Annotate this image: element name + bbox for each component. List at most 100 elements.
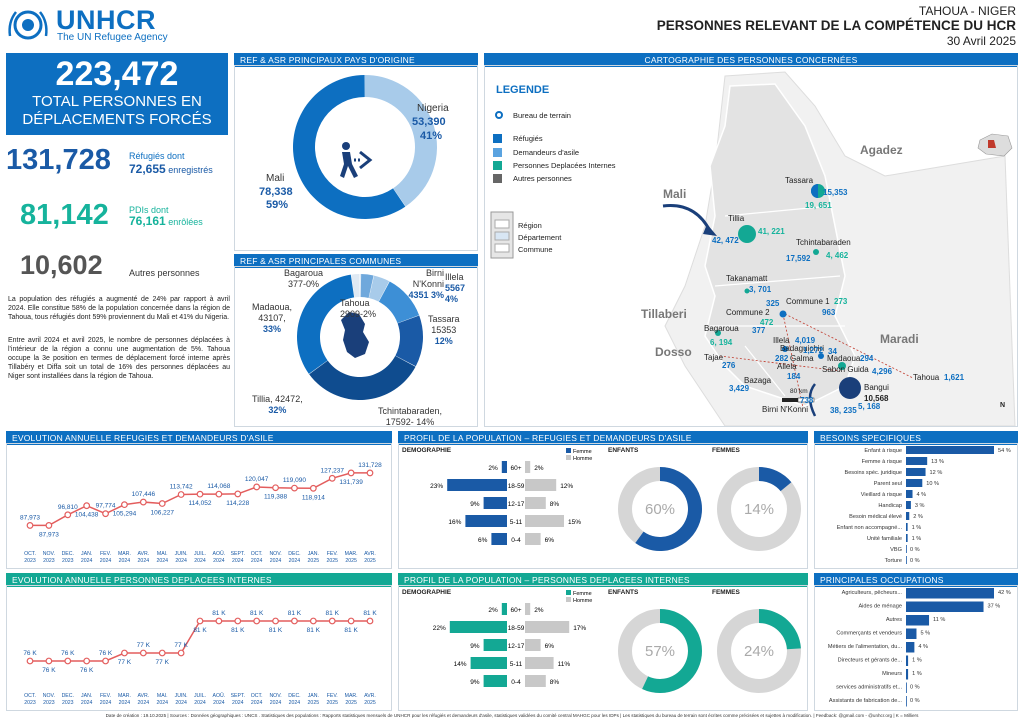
map-label-bazaga-a: 3,429 xyxy=(729,384,750,393)
age-label-0-4: 0-4 xyxy=(511,537,521,544)
profile-pdi-demo-label: DEMOGRAPHIE xyxy=(402,589,452,596)
x-tick-13: NOV. xyxy=(269,693,281,699)
bar-7 xyxy=(906,682,907,693)
x-tick-year-4: 2024 xyxy=(100,700,112,706)
map-header: CARTOGRAPHIE DES PERSONNES CONCERNÉES xyxy=(484,53,1018,67)
point-label-14: 81 K xyxy=(288,610,302,617)
origin-header: REF & ASR PRINCIPAUX PAYS D'ORIGINE xyxy=(234,53,478,67)
map-label-tassara-a: 15,353 xyxy=(823,188,848,197)
bar-femme-60+ xyxy=(501,603,507,615)
bar-4 xyxy=(906,490,913,498)
x-tick-year-3: 2024 xyxy=(81,558,93,564)
x-tick-year-8: 2024 xyxy=(175,558,187,564)
bar-homme-12-17 xyxy=(525,639,541,651)
bar-value-8: 1 % xyxy=(912,536,922,542)
legend-homme-swatch xyxy=(566,455,571,460)
total-label-1: TOTAL PERSONNES EN xyxy=(32,93,202,110)
point-label-11: 81 K xyxy=(231,627,245,634)
commune-tassara-pct: 12% xyxy=(434,336,453,346)
logo-text: UNHCR xyxy=(56,5,156,35)
point-1 xyxy=(45,657,53,665)
footer-text: Date de création : 19.10.2025 | Sources … xyxy=(105,713,919,718)
x-tick-2: DEC. xyxy=(62,551,74,557)
point-9 xyxy=(196,617,204,625)
bar-label-2: Autres xyxy=(886,617,902,623)
x-tick-year-5: 2024 xyxy=(119,700,131,706)
map-symbols xyxy=(715,184,861,399)
homme-val-12-17: 8% xyxy=(550,501,560,508)
map-label-tassara-b: 19, 651 xyxy=(805,201,832,210)
map-region-mali: Mali xyxy=(663,187,687,201)
legend-femme-swatch xyxy=(566,590,571,595)
map-region-agadez: Agadez xyxy=(860,143,903,157)
map-label-tillia-b: 41, 221 xyxy=(758,227,785,236)
point-13 xyxy=(272,484,279,492)
map-label-allela: Allela xyxy=(777,362,797,371)
header: UNHCR The UN Refugee Agency TAHOUA - NIG… xyxy=(0,0,1024,50)
displaced-person-icon xyxy=(340,142,373,178)
point-2 xyxy=(64,657,72,665)
commune-label-bagaroua: Bagaroua 377-0% xyxy=(284,268,323,290)
x-tick-year-16: 2025 xyxy=(326,700,338,706)
x-tick-15: JAN. xyxy=(308,693,319,699)
x-tick-year-12: 2024 xyxy=(251,700,263,706)
commune-illela-name: Illela xyxy=(445,272,464,282)
point-8 xyxy=(177,649,185,657)
bar-homme-60+ xyxy=(525,461,531,473)
commune-madaoua-val: 43107, xyxy=(258,313,286,323)
bar-4 xyxy=(906,642,915,653)
map-label-galma-a: 282 xyxy=(775,354,789,363)
bar-homme-60+ xyxy=(525,603,531,615)
map-label-takanamatt: Takanamatt xyxy=(726,274,768,283)
x-tick-year-1: 2023 xyxy=(43,558,55,564)
commune-label-madaoua: Madaoua, 43107, 33% xyxy=(252,302,292,335)
map-label-badaguichiri: Badaguichiri xyxy=(780,344,825,353)
legend-homme: Homme xyxy=(573,456,592,462)
point-5 xyxy=(121,501,128,509)
map-label-tassara: Tassara xyxy=(785,176,814,185)
commune-label-tillia: Tillia, 42472, 32% xyxy=(252,394,303,416)
map-legend-region: Région xyxy=(518,221,542,230)
besoins-panel xyxy=(814,443,1018,569)
map-label-birni-a: 738 xyxy=(800,396,814,405)
bar-6 xyxy=(906,512,910,520)
x-tick-year-13: 2024 xyxy=(270,558,282,564)
x-tick-14: DEC. xyxy=(288,551,300,557)
point-label-10: 114,068 xyxy=(207,483,230,490)
x-tick-8: JUIN. xyxy=(175,693,188,699)
pdi-sub-label: enrôlées xyxy=(168,217,203,227)
profile-ref-enfants-label: ENFANTS xyxy=(608,447,639,454)
x-tick-year-18: 2025 xyxy=(364,700,376,706)
point-14 xyxy=(291,617,298,625)
evol-pdi-panel xyxy=(6,585,392,711)
map-label-tajae: Tajae xyxy=(704,353,724,362)
communes-header: REF & ASR PRINCIPALES COMMUNES xyxy=(234,254,478,268)
x-tick-3: JAN. xyxy=(81,551,92,557)
pdi-sub: 76,161 enrôlées xyxy=(129,214,203,228)
bar-3 xyxy=(906,628,917,639)
x-tick-year-2: 2023 xyxy=(62,700,74,706)
point-label-7: 77 K xyxy=(156,659,170,666)
map-label-commune1-a: 325 xyxy=(766,299,780,308)
point-label-5: 105,294 xyxy=(113,511,137,518)
north-arrow-icon: N xyxy=(1000,402,1006,409)
x-tick-year-10: 2024 xyxy=(213,700,225,706)
x-tick-year-17: 2025 xyxy=(345,558,357,564)
bar-label-3: Parent seul xyxy=(874,481,902,487)
point-3 xyxy=(83,657,91,665)
point-5 xyxy=(121,649,128,657)
map-legend-refugees: Réfugiés xyxy=(513,134,543,143)
x-tick-2: DEC. xyxy=(62,693,74,699)
map-legend-title: LEGENDE xyxy=(496,84,550,96)
homme-val-60+: 2% xyxy=(534,465,544,472)
bar-label-6: Mineurs xyxy=(882,671,902,677)
x-tick-year-11: 2024 xyxy=(232,558,244,564)
x-tick-year-11: 2024 xyxy=(232,700,244,706)
femme-val-0-4: 9% xyxy=(470,679,480,686)
map-region-tillaberi: Tillaberi xyxy=(641,307,687,321)
bar-femme-12-17 xyxy=(483,639,507,651)
commune-slice-7 xyxy=(351,274,360,298)
unhcr-logo-icon xyxy=(8,10,48,40)
map-label-sabon: Sabon Guida xyxy=(822,365,869,374)
x-tick-17: MAR. xyxy=(345,551,358,557)
